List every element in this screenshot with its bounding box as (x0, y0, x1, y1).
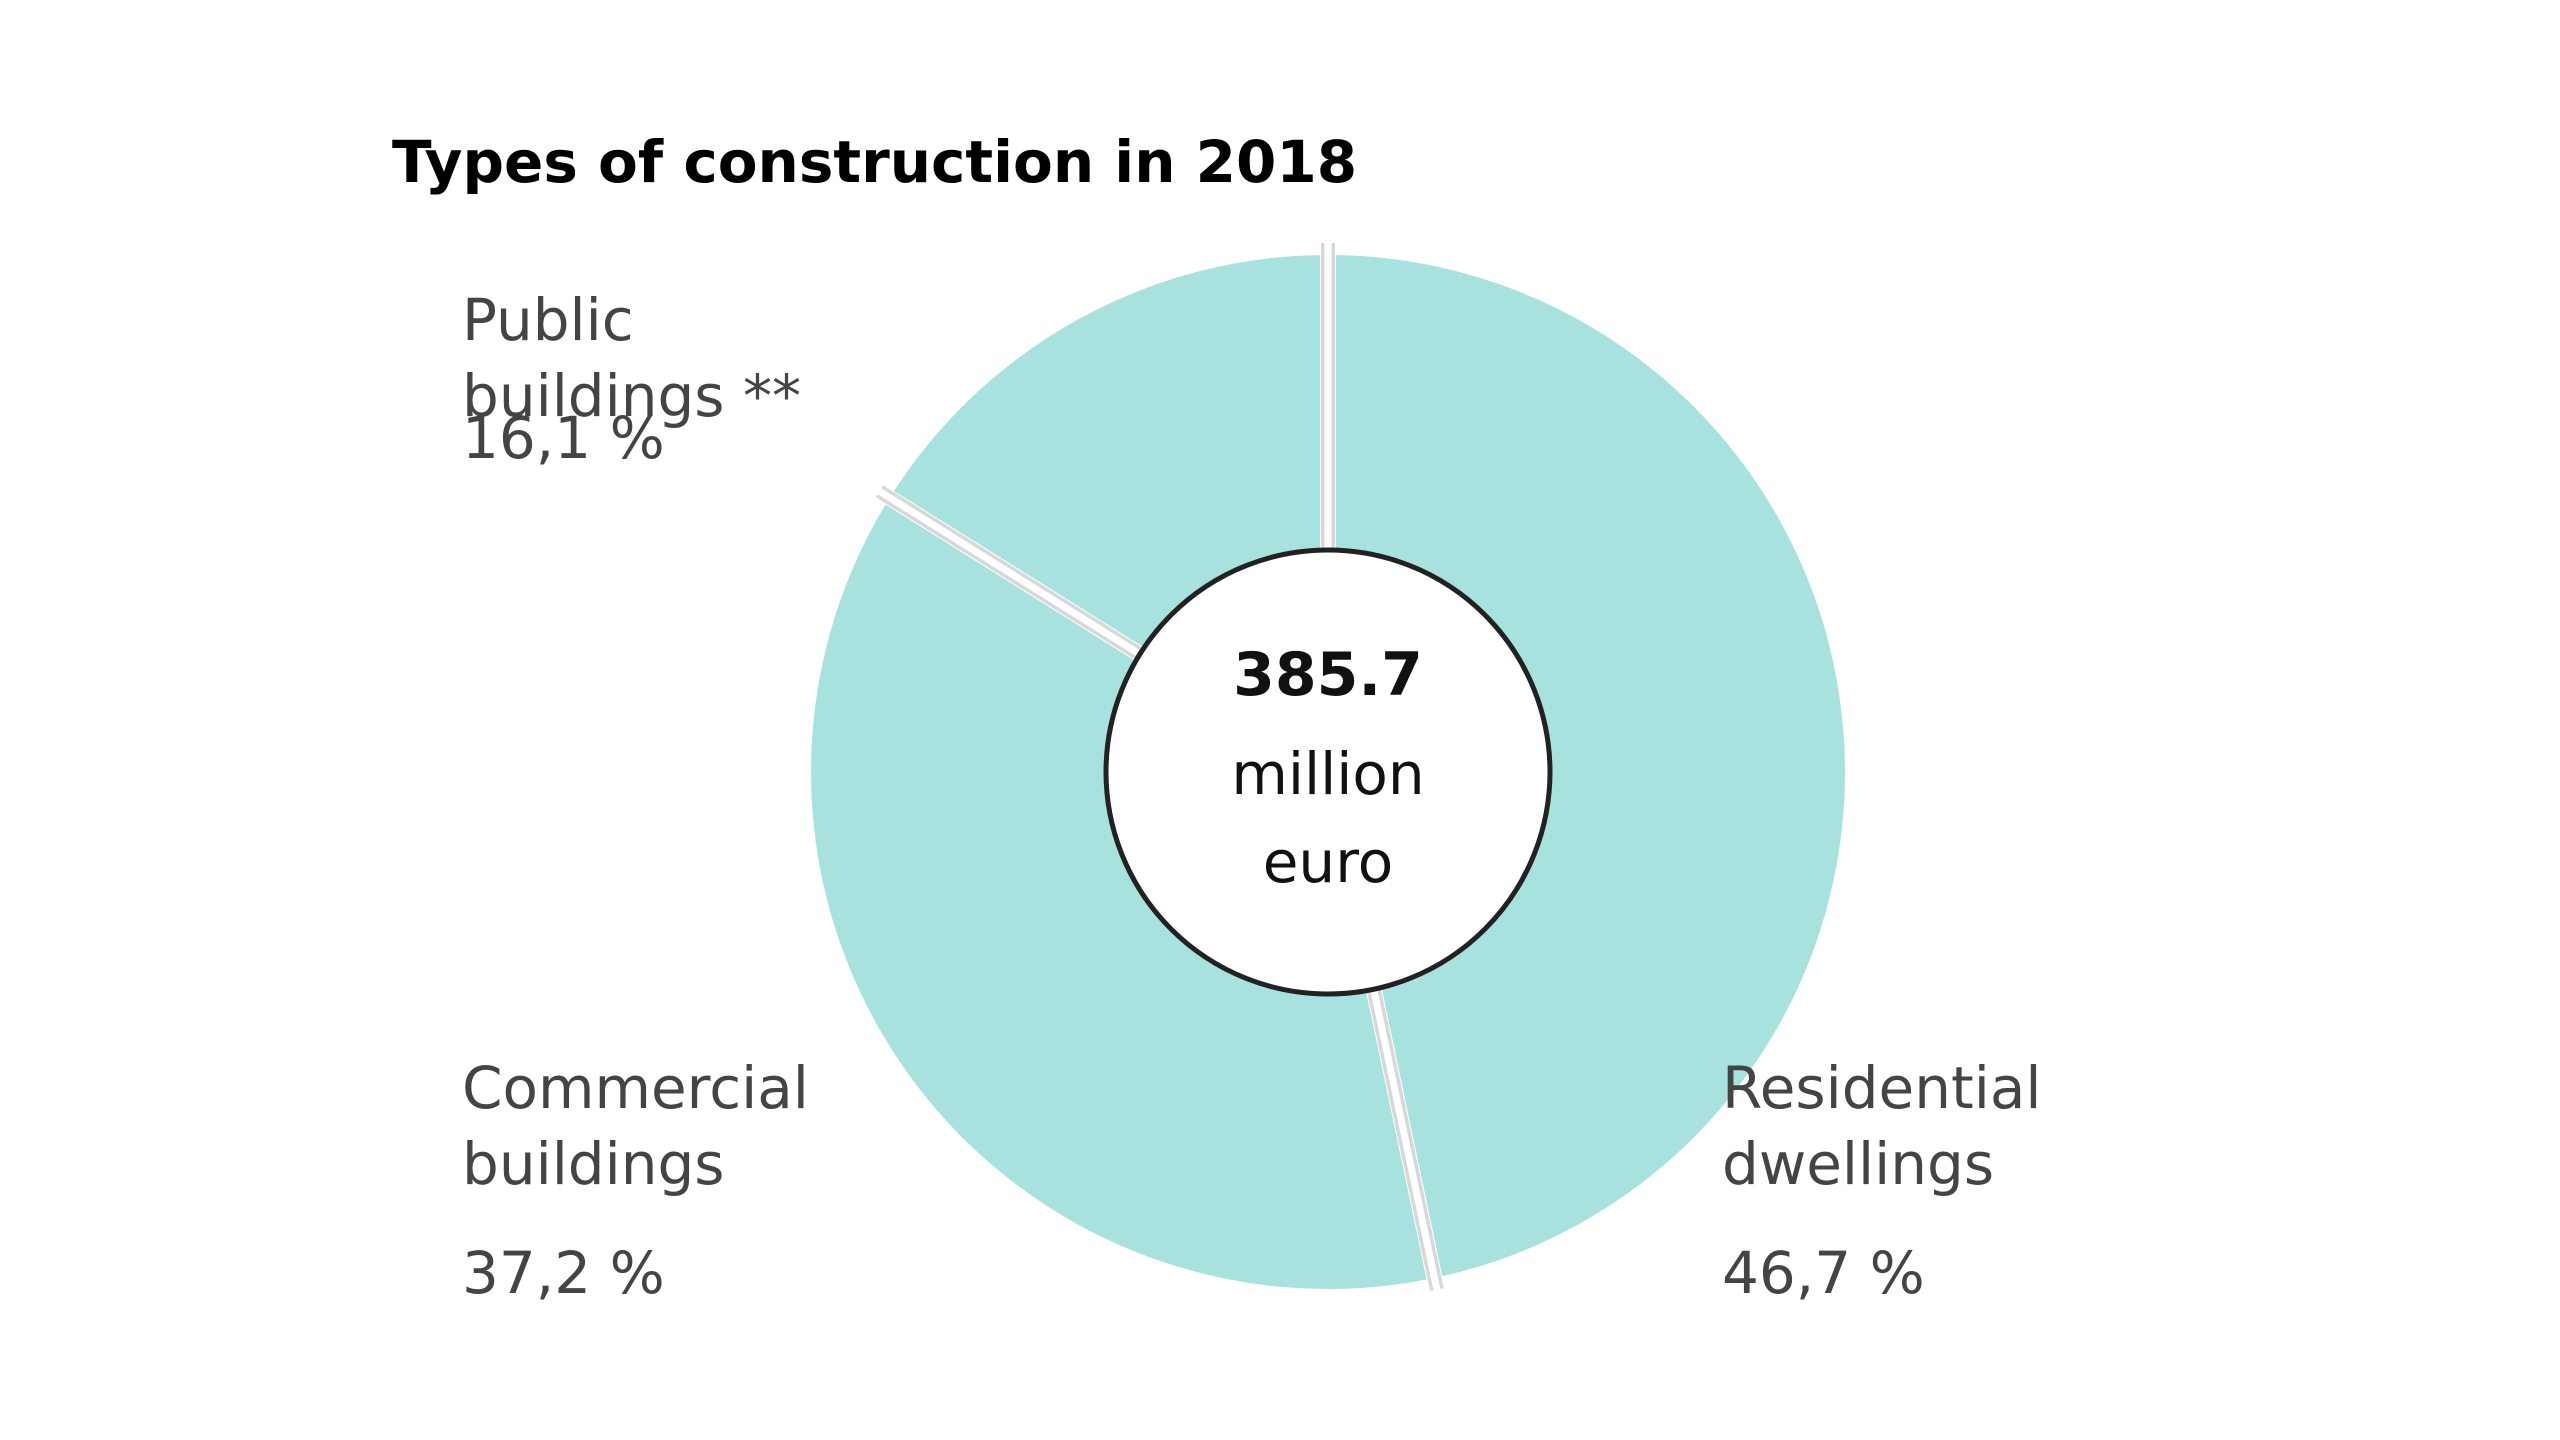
value-label: 46,7 % (1722, 1239, 1925, 1307)
slice-separator (1370, 988, 1441, 1291)
category-label: Commercial buildings (462, 1054, 809, 1198)
category-label: Public buildings ** (462, 286, 801, 430)
center-circle (1103, 547, 1553, 997)
value-label: 37,2 % (462, 1239, 665, 1307)
category-label: Residential dwellings (1722, 1054, 2042, 1198)
slice-separator (877, 488, 1142, 658)
total-value: 385.7 (1233, 640, 1423, 710)
total-label: million euro (1231, 740, 1425, 896)
chart-title: Types of construction in 2018 (392, 128, 1358, 196)
value-label: 16,1 % (462, 404, 665, 472)
pie-slice (1320, 238, 1861, 1296)
pie-slice (795, 482, 1446, 1305)
